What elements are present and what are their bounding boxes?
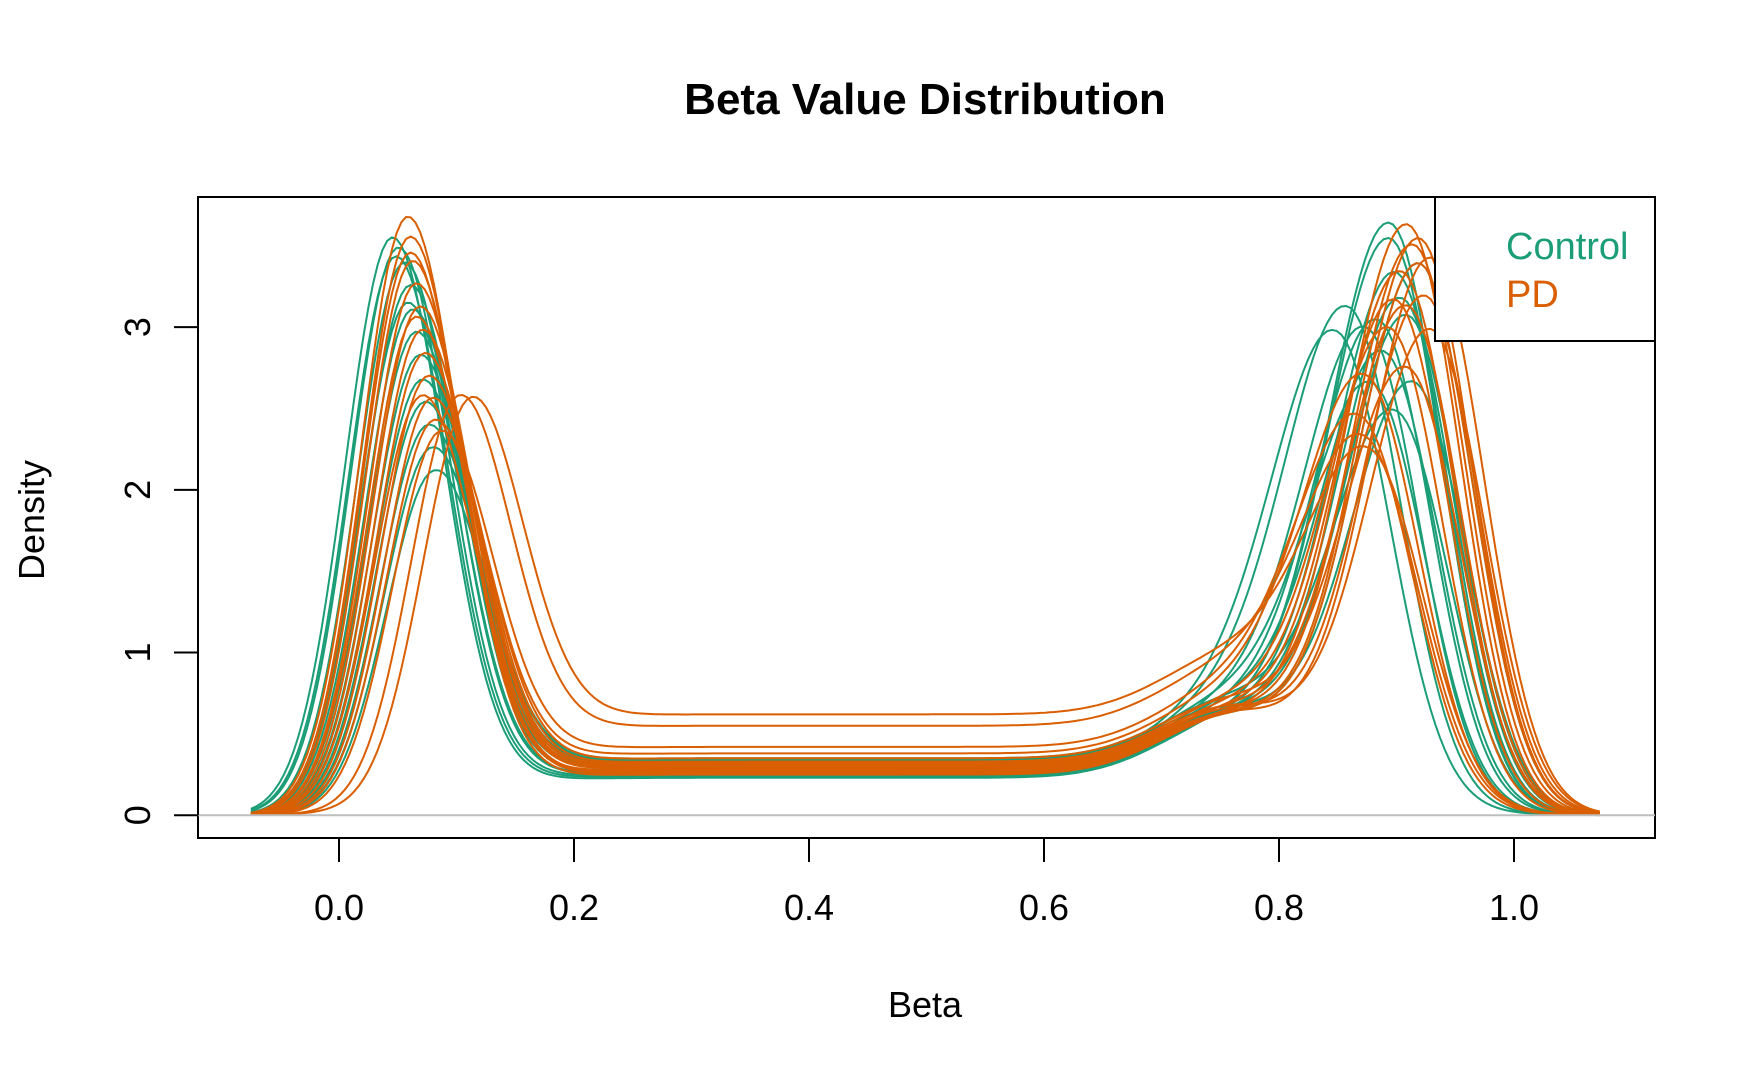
chart-title: Beta Value Distribution xyxy=(684,75,1166,124)
density-line-control-8 xyxy=(250,378,1600,816)
legend-entry-pd: PD xyxy=(1506,274,1559,316)
density-line-pd-18 xyxy=(250,270,1600,816)
y-tick-label: 0 xyxy=(117,805,158,825)
density-line-pd-27 xyxy=(250,395,1600,816)
x-tick-label: 0.4 xyxy=(784,887,834,928)
density-line-pd-24 xyxy=(250,372,1600,816)
density-line-pd-20 xyxy=(250,298,1600,816)
y-axis: 0 1 2 3 xyxy=(117,317,199,825)
legend: Control PD xyxy=(1434,196,1656,342)
series-layer xyxy=(250,215,1601,817)
x-tick-label: 0.6 xyxy=(1019,887,1069,928)
y-tick-label: 2 xyxy=(117,480,158,500)
density-line-control-2 xyxy=(250,246,1600,816)
x-tick-label: 0.2 xyxy=(549,887,599,928)
y-axis-label: Density xyxy=(11,460,52,580)
legend-entry-control: Control xyxy=(1506,226,1629,268)
x-tick-label: 1.0 xyxy=(1489,887,1539,928)
density-line-pd-29 xyxy=(250,251,1601,815)
density-line-pd-25 xyxy=(250,412,1600,816)
x-axis: 0.0 0.2 0.4 0.6 0.8 1.0 xyxy=(314,837,1539,928)
density-line-control-13 xyxy=(250,262,1600,815)
x-tick-label: 0.8 xyxy=(1254,887,1304,928)
density-line-control-3 xyxy=(250,261,1600,816)
x-axis-label: Beta xyxy=(888,984,963,1025)
x-tick-label: 0.0 xyxy=(314,887,364,928)
density-line-control-4 xyxy=(250,283,1600,816)
density-line-control-1 xyxy=(250,221,1600,816)
density-line-pd-17 xyxy=(250,260,1600,815)
y-tick-label: 3 xyxy=(117,317,158,337)
legend-box xyxy=(1434,196,1656,342)
density-line-pd-19 xyxy=(250,294,1600,816)
density-line-pd-30 xyxy=(250,304,1600,816)
density-line-pd-26 xyxy=(250,393,1600,816)
density-line-control-14 xyxy=(250,236,1600,816)
y-tick-label: 1 xyxy=(117,643,158,663)
